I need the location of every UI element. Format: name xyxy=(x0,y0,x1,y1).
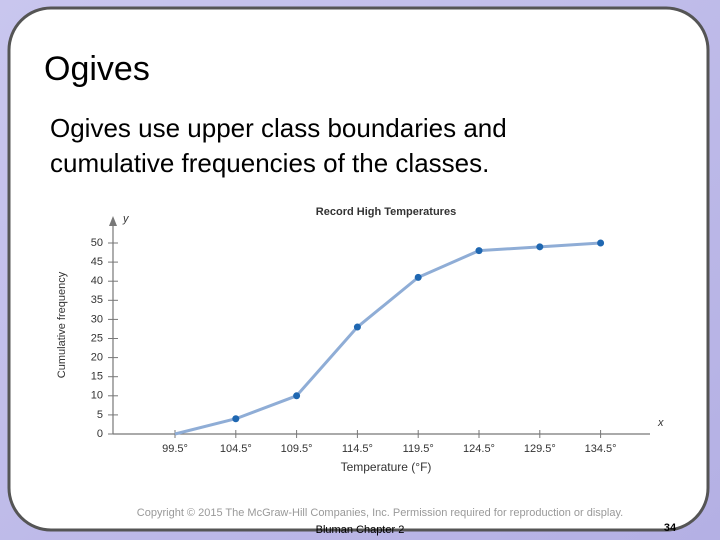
x-tick-label: 109.5° xyxy=(281,443,313,455)
y-tick-label: 30 xyxy=(91,313,103,325)
data-point xyxy=(293,392,301,400)
y-tick-label: 35 xyxy=(91,294,103,306)
body-text: Ogives use upper class boundaries and xyxy=(50,113,507,143)
x-tick-label: 124.5° xyxy=(463,443,495,455)
y-tick-label: 20 xyxy=(91,352,103,364)
y-tick-label: 45 xyxy=(91,256,103,268)
data-point xyxy=(475,247,483,255)
y-tick-label: 50 xyxy=(91,237,103,249)
data-point xyxy=(597,239,605,247)
page-number: 34 xyxy=(664,522,677,534)
x-tick-label: 104.5° xyxy=(220,443,252,455)
chart-title: Record High Temperatures xyxy=(316,206,456,218)
y-tick-label: 5 xyxy=(97,409,103,421)
x-tick-label: 119.5° xyxy=(403,443,434,455)
data-point xyxy=(353,323,361,331)
ogive-line xyxy=(174,241,601,436)
y-tick-label: 10 xyxy=(91,390,103,402)
y-tick-label: 15 xyxy=(91,371,103,383)
chapter: Bluman Chapter 2 xyxy=(316,524,405,536)
slide-title: Ogives xyxy=(44,50,150,88)
y-tick-label: 40 xyxy=(91,275,103,287)
x-tick-label: 114.5° xyxy=(342,443,373,455)
chart: Record High Temperatures y x Temperature… xyxy=(56,206,664,474)
data-point xyxy=(536,243,544,251)
copyright: Copyright © 2015 The McGraw-Hill Compani… xyxy=(137,507,623,519)
x-tick-label: 134.5° xyxy=(585,443,617,455)
data-point xyxy=(414,273,422,281)
x-tick-label: 99.5° xyxy=(162,443,188,455)
y-tick-label: 0 xyxy=(97,428,103,440)
slide-frame xyxy=(7,6,710,532)
x-axis-name: x xyxy=(657,417,664,429)
y-tick-label: 25 xyxy=(91,332,103,344)
y-axis-label: Cumulative frequency xyxy=(56,271,68,378)
x-tick-label: 129.5° xyxy=(524,443,556,455)
data-point xyxy=(232,415,240,423)
x-axis-label: Temperature (°F) xyxy=(341,460,432,474)
y-axis-name: y xyxy=(122,213,130,225)
body-text: cumulative frequencies of the classes. xyxy=(50,148,489,178)
y-arrow xyxy=(109,216,117,226)
